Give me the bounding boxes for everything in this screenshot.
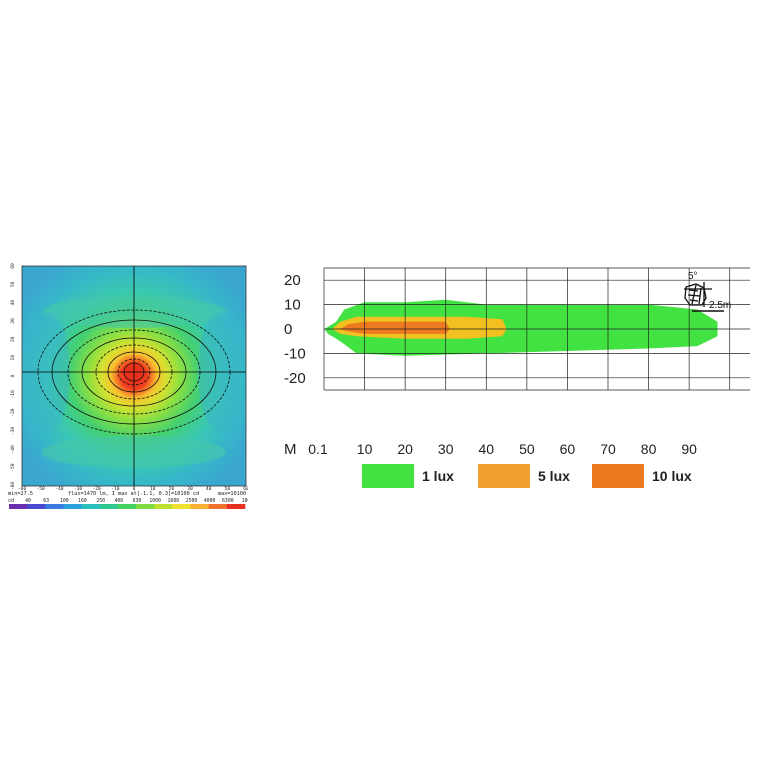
heatmap-x-tick: 50 (225, 486, 231, 492)
beam-y-tick: 10 (284, 297, 301, 314)
heatmap-x-tick: 0 (133, 486, 136, 492)
mounting-inset: 5° 2.5m (684, 271, 731, 312)
heatmap-x-ticks: -60 -50 -40 -30 -20 -10 0 10 20 30 40 50 60 (18, 486, 249, 492)
heatmap-y-tick: 10 (10, 355, 16, 361)
beam-x-tick: 10 (357, 441, 373, 457)
legend-swatch (362, 464, 414, 488)
heatmap-info-label: flux=1470 lm, I max at[-1.1, 0.3]=10100 … (68, 491, 199, 497)
heatmap-x-tick: -40 (55, 486, 64, 492)
heatmap-scale-value: 63 (43, 498, 49, 504)
beam-x-tick: 70 (600, 441, 616, 457)
colorbar-segment (99, 504, 119, 509)
beam-x-tick: 80 (641, 441, 657, 457)
heatmap-x-tick: 30 (187, 486, 193, 492)
colorbar-segment (172, 504, 191, 509)
heatmap-y-tick: 60 (10, 263, 16, 269)
colorbar-segment (154, 504, 173, 509)
legend-swatch (478, 464, 530, 488)
beam-x-tick: 20 (397, 441, 413, 457)
beam-legend: 1 lux 5 lux 10 lux (362, 464, 692, 488)
heatmap-scale-value: 100 (60, 498, 69, 504)
heatmap-y-tick: 0 (10, 374, 16, 377)
legend-label: 5 lux (538, 468, 570, 484)
isolux-heatmap: -60 -50 -40 -30 -20 -10 0 10 20 30 40 50 60 60 50 40 30… (8, 262, 250, 510)
beam-y-tick: 0 (284, 321, 292, 338)
area-1-lux (324, 299, 718, 356)
colorbar-segment (208, 504, 228, 509)
heatmap-x-tick: 40 (206, 486, 212, 492)
colorbar-segment (117, 504, 137, 509)
beam-y-tick: -20 (284, 370, 306, 387)
beam-x-unit-label: M (284, 441, 297, 458)
beam-x-tick: 90 (681, 441, 697, 457)
heatmap-y-tick: 40 (10, 300, 16, 306)
heatmap-scale-value: 1600 (168, 498, 180, 504)
beam-x-ticks: 0.1 10 20 30 40 50 60 70 80 90 (308, 441, 697, 457)
beam-x-tick: 50 (519, 441, 535, 457)
heatmap-scale-value: 6300 (222, 498, 234, 504)
beam-x-tick: 60 (560, 441, 576, 457)
heatmap-y-tick: -50 (10, 463, 16, 472)
heatmap-scale-value: 40 (25, 498, 31, 504)
beam-areas (324, 299, 718, 356)
heatmap-scale-value: 630 (133, 498, 142, 504)
heatmap-scale-value: 400 (114, 498, 123, 504)
inset-height-label: 2.5m (709, 300, 731, 311)
heatmap-y-tick: -10 (10, 390, 16, 399)
heatmap-y-tick: -60 (10, 482, 16, 491)
heatmap-scale-value: 2500 (186, 498, 198, 504)
heatmap-x-tick: 20 (169, 486, 175, 492)
heatmap-x-tick: -30 (74, 486, 83, 492)
colorbar-segment (45, 504, 64, 509)
beam-x-tick: 0.1 (308, 441, 328, 457)
heatmap-y-tick: -20 (10, 408, 16, 417)
heatmap-y-tick: 20 (10, 336, 16, 342)
legend-label: 1 lux (422, 468, 454, 484)
heatmap-x-tick: 10 (150, 486, 156, 492)
heatmap-unit-label: cd (8, 498, 14, 504)
beam-y-ticks: 20 10 0 -10 -20 (284, 272, 306, 387)
heatmap-y-ticks: 60 50 40 30 20 10 0 -10 -20 -30 -40 -50 -60 (10, 263, 16, 490)
beam-y-tick: -10 (284, 345, 306, 362)
legend-label: 10 lux (652, 468, 692, 484)
heatmap-x-tick: -10 (111, 486, 120, 492)
heatmap-scale-value: 100 (242, 498, 248, 504)
heatmap-colorbar (9, 504, 246, 509)
heatmap-x-tick: 60 (243, 486, 248, 492)
colorbar-segment (81, 504, 101, 509)
heatmap-x-tick: -50 (37, 486, 46, 492)
beam-x-tick: 30 (438, 441, 454, 457)
heatmap-scale-value: 160 (78, 498, 87, 504)
colorbar-segment (9, 504, 28, 509)
heatmap-x-tick: -60 (18, 486, 27, 492)
heatmap-y-tick: 50 (10, 281, 16, 287)
colorbar-segment (190, 504, 209, 509)
beam-x-tick: 40 (478, 441, 494, 457)
heatmap-y-tick: -30 (10, 427, 16, 436)
heatmap-max-label: max=10100 (218, 491, 246, 497)
colorbar-segment (136, 504, 155, 509)
area-10-lux (340, 321, 450, 334)
heatmap-scale-value: 4000 (204, 498, 216, 504)
colorbar-segment (226, 504, 246, 509)
heatmap-y-tick: -40 (10, 445, 16, 454)
colorbar-segment (63, 504, 82, 509)
heatmap-scale-value: 1000 (149, 498, 161, 504)
vehicle-icon (684, 282, 712, 307)
legend-swatch (592, 464, 644, 488)
heatmap-scale-value: 250 (96, 498, 105, 504)
heatmap-crosshair (22, 266, 246, 486)
heatmap-scale-values: 40 63 100 160 250 400 630 1000 1600 2500 4000 6300 1… (25, 498, 250, 504)
heatmap-y-tick: 30 (10, 318, 16, 324)
beam-y-tick: 20 (284, 272, 301, 289)
inset-angle-label: 5° (688, 271, 698, 282)
beam-pattern-chart: 20 10 0 -10 -20 M 0.1 10 20 30 40 50 60 70 80 90 5° 2… (280, 258, 760, 498)
heatmap-x-tick: -20 (93, 486, 102, 492)
colorbar-segment (27, 504, 46, 509)
beam-grid (323, 267, 750, 391)
heatmap-min-label: min=27.5 (8, 491, 33, 497)
